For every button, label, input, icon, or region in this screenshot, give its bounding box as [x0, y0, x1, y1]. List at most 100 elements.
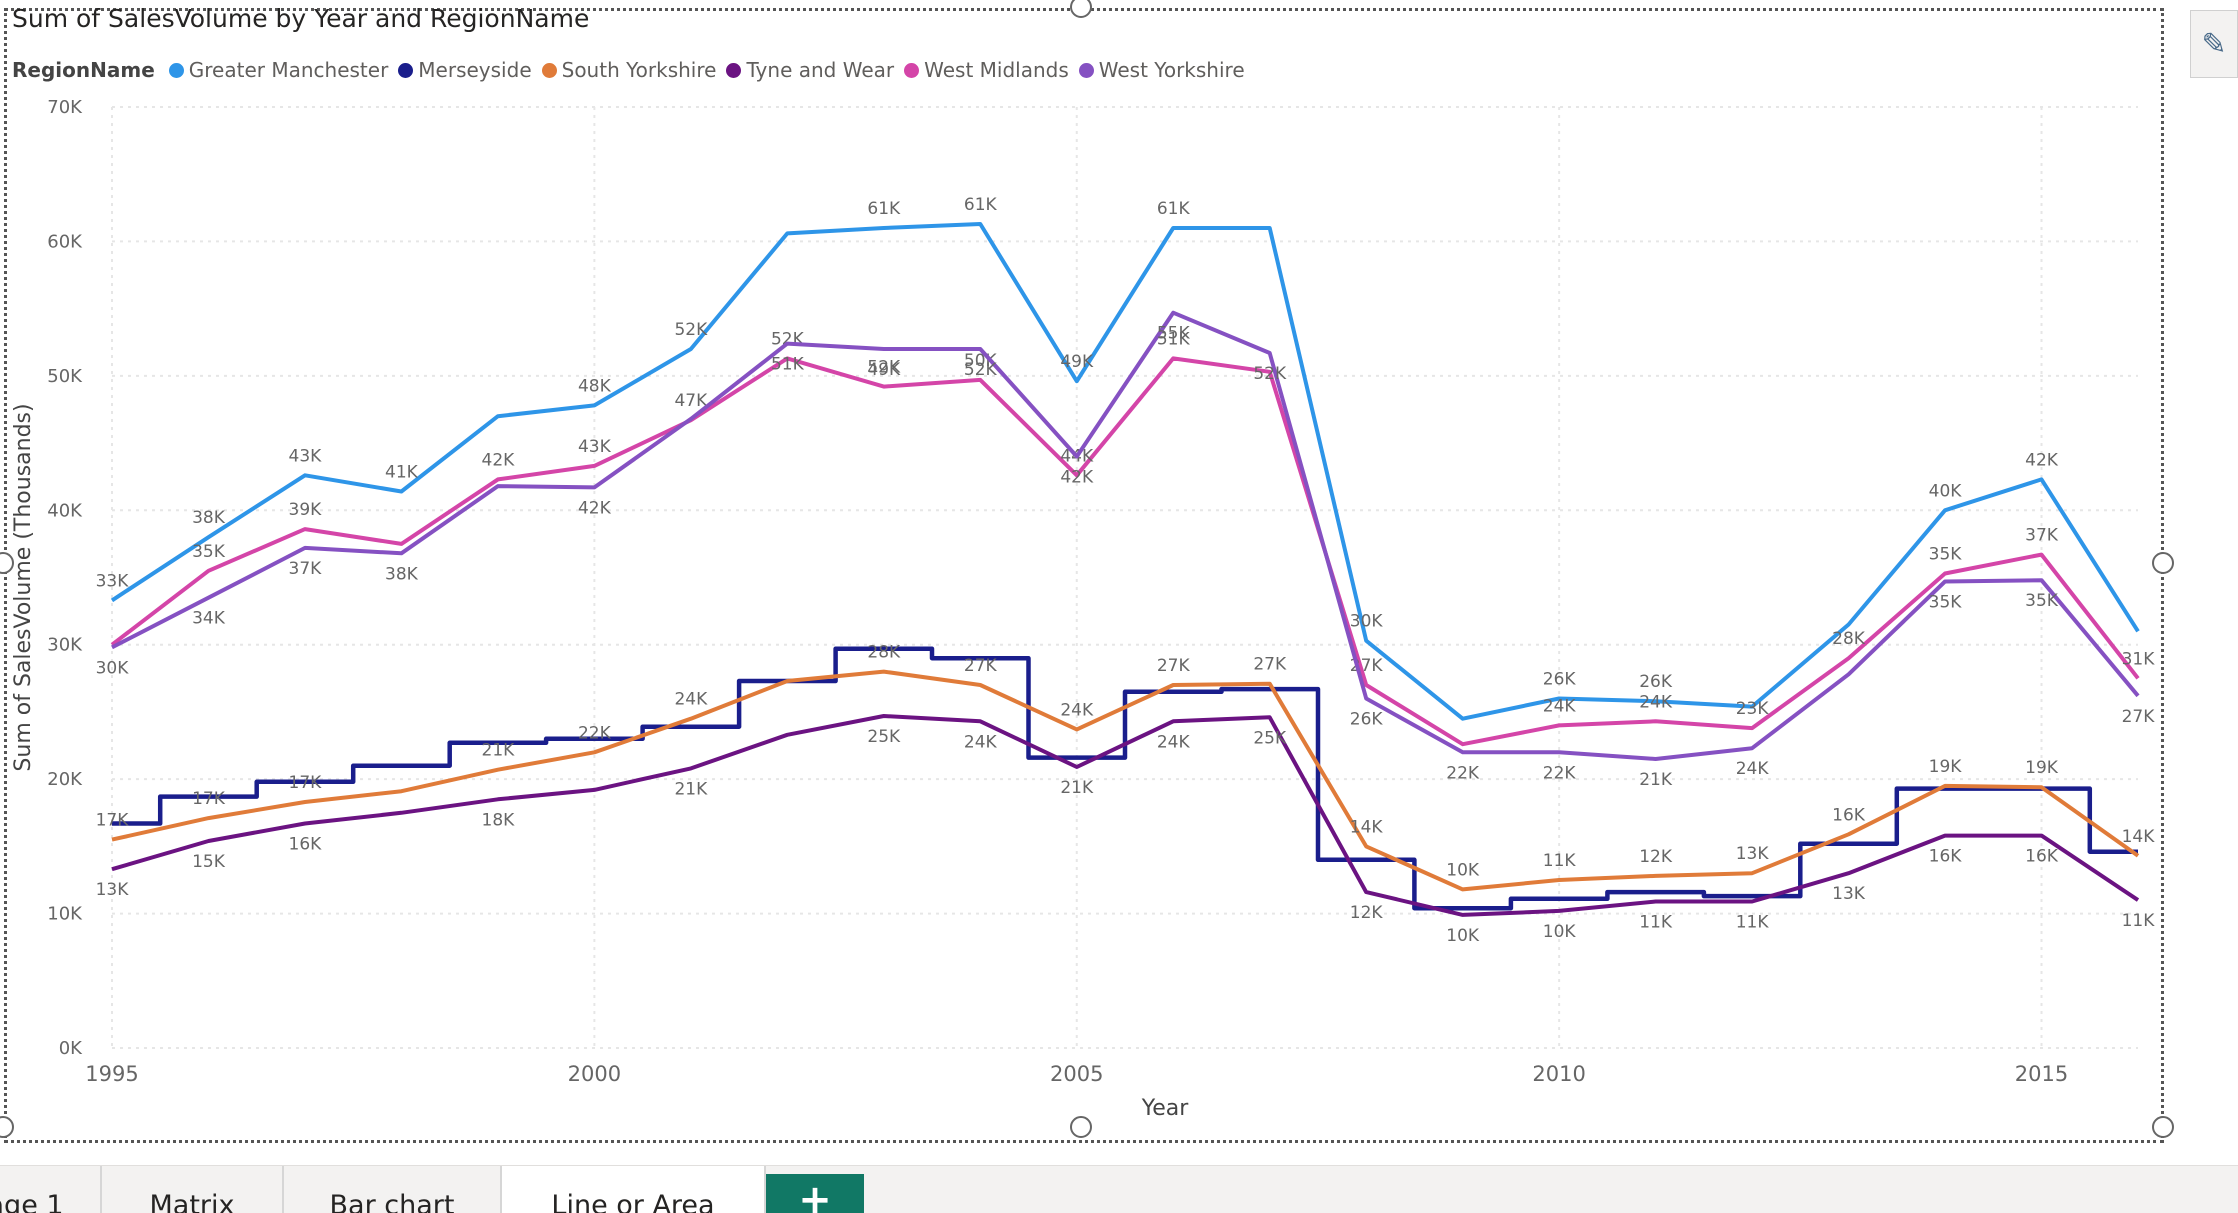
data-point-tyne-and-wear — [2135, 897, 2141, 903]
data-point-west-yorkshire — [881, 346, 887, 352]
data-point-south-yorkshire — [1460, 886, 1466, 892]
legend-label: West Midlands — [924, 58, 1069, 82]
data-label-south-yorkshire: 22K — [578, 723, 612, 743]
data-point-west-midlands — [1653, 718, 1659, 724]
data-label-south-yorkshire: 17K — [192, 789, 226, 809]
data-label-west-midlands: 47K — [674, 391, 708, 411]
data-point-south-yorkshire — [1942, 783, 1948, 789]
legend-marker — [541, 62, 557, 78]
data-point-west-yorkshire — [784, 341, 790, 347]
add-page-button[interactable]: + — [766, 1174, 864, 1213]
series-line-tyne-and-wear — [111, 714, 2140, 917]
data-point-south-yorkshire — [302, 799, 308, 805]
data-label-south-yorkshire: 12K — [1639, 847, 1673, 867]
resize-handle-bottom[interactable] — [1070, 1116, 1092, 1138]
data-point-greater-manchester — [591, 402, 597, 408]
x-axis-title: Year — [1141, 1096, 1190, 1121]
data-point-west-yorkshire — [302, 545, 308, 551]
data-label-west-yorkshire: 30K — [96, 658, 130, 678]
data-point-west-yorkshire — [1749, 745, 1755, 751]
tab-bar-chart[interactable]: Bar chart — [284, 1166, 502, 1213]
legend-marker — [904, 62, 920, 78]
legend-item[interactable]: Tyne and Wear — [726, 58, 894, 82]
data-point-tyne-and-wear — [977, 718, 983, 724]
data-label-greater-manchester: 41K — [385, 462, 419, 482]
resize-handle-right[interactable] — [2152, 552, 2174, 574]
data-label-west-midlands: 42K — [482, 450, 516, 470]
y-axis-title: Sum of SalesVolume (Thousands) — [11, 403, 36, 771]
legend-item[interactable]: Merseyside — [398, 58, 532, 82]
resize-handle-left[interactable] — [0, 552, 14, 574]
tab-line-or-area[interactable]: Line or Area — [502, 1166, 766, 1213]
data-point-merseyside — [398, 763, 404, 769]
legend-title: RegionName — [12, 58, 155, 82]
legend-item[interactable]: Greater Manchester — [168, 58, 388, 82]
data-point-south-yorkshire — [1653, 873, 1659, 879]
data-point-tyne-and-wear — [784, 732, 790, 738]
data-label-tyne-and-wear: 15K — [192, 852, 226, 872]
data-label-south-yorkshire: 16K — [1832, 805, 1866, 825]
data-point-south-yorkshire — [2135, 853, 2141, 859]
data-point-greater-manchester — [398, 488, 404, 494]
data-label-south-yorkshire: 14K — [1350, 817, 1384, 837]
legend-item[interactable]: West Midlands — [904, 58, 1069, 82]
data-point-tyne-and-wear — [1942, 833, 1948, 839]
data-label-south-yorkshire: 24K — [674, 690, 708, 710]
tab-page-1[interactable]: Page 1 — [0, 1166, 102, 1213]
legend-label: Tyne and Wear — [746, 58, 895, 82]
data-label-tyne-and-wear: 13K — [96, 880, 130, 900]
data-point-south-yorkshire — [1846, 831, 1852, 837]
data-point-west-midlands — [302, 526, 308, 532]
data-label-greater-manchester: 26K — [1543, 669, 1577, 689]
data-label-west-yorkshire: 27K — [2122, 707, 2156, 727]
data-point-tyne-and-wear — [1653, 898, 1659, 904]
y-tick-label: 20K — [47, 769, 83, 790]
data-point-tyne-and-wear — [1846, 870, 1852, 876]
data-label-west-yorkshire: 42K — [578, 498, 612, 518]
data-label-greater-manchester: 38K — [192, 508, 226, 528]
data-point-greater-manchester — [205, 534, 211, 540]
data-point-greater-manchester — [1460, 716, 1466, 722]
y-tick-label: 10K — [47, 904, 83, 925]
data-label-west-yorkshire: 42K — [1060, 468, 1094, 488]
data-label-south-yorkshire: 10K — [1446, 860, 1480, 880]
data-label-tyne-and-wear: 12K — [1350, 903, 1384, 923]
data-point-greater-manchester — [977, 221, 983, 227]
data-label-west-midlands: 28K — [1832, 629, 1866, 649]
resize-handle-bottom-left[interactable] — [0, 1116, 14, 1138]
data-point-west-midlands — [2135, 675, 2141, 681]
y-tick-label: 30K — [47, 635, 83, 656]
data-label-tyne-and-wear: 25K — [1253, 728, 1287, 748]
data-label-greater-manchester: 48K — [578, 376, 612, 396]
data-point-west-yorkshire — [591, 484, 597, 490]
data-point-south-yorkshire — [2039, 784, 2045, 790]
data-point-greater-manchester — [2135, 628, 2141, 634]
data-label-greater-manchester: 61K — [1157, 199, 1191, 219]
data-point-greater-manchester — [881, 225, 887, 231]
legend-item[interactable]: South Yorkshire — [541, 58, 716, 82]
data-point-merseyside — [1846, 841, 1852, 847]
data-label-tyne-and-wear: 24K — [964, 732, 998, 752]
data-point-south-yorkshire — [881, 669, 887, 675]
resize-handle-top[interactable] — [1070, 0, 1092, 18]
data-point-west-midlands — [205, 568, 211, 574]
data-point-south-yorkshire — [1074, 726, 1080, 732]
data-label-tyne-and-wear: 13K — [1832, 884, 1866, 904]
data-point-greater-manchester — [784, 230, 790, 236]
resize-handle-bottom-right[interactable] — [2152, 1116, 2174, 1138]
data-point-tyne-and-wear — [2039, 833, 2045, 839]
data-label-south-yorkshire: 13K — [1736, 844, 1770, 864]
series-line-west-midlands — [110, 356, 2140, 747]
data-point-tyne-and-wear — [495, 796, 501, 802]
data-point-west-yorkshire — [688, 416, 694, 422]
data-point-merseyside — [1074, 755, 1080, 761]
tab-matrix[interactable]: Matrix — [102, 1166, 284, 1213]
focus-mode-button[interactable]: ✎ — [2190, 10, 2238, 78]
data-point-west-midlands — [881, 384, 887, 390]
data-label-south-yorkshire: 17K — [289, 773, 323, 793]
data-point-merseyside — [688, 724, 694, 730]
data-label-tyne-and-wear: 10K — [1446, 926, 1480, 946]
legend-item[interactable]: West Yorkshire — [1078, 58, 1245, 82]
data-label-greater-manchester: 61K — [964, 195, 998, 215]
data-point-tyne-and-wear — [1363, 889, 1369, 895]
